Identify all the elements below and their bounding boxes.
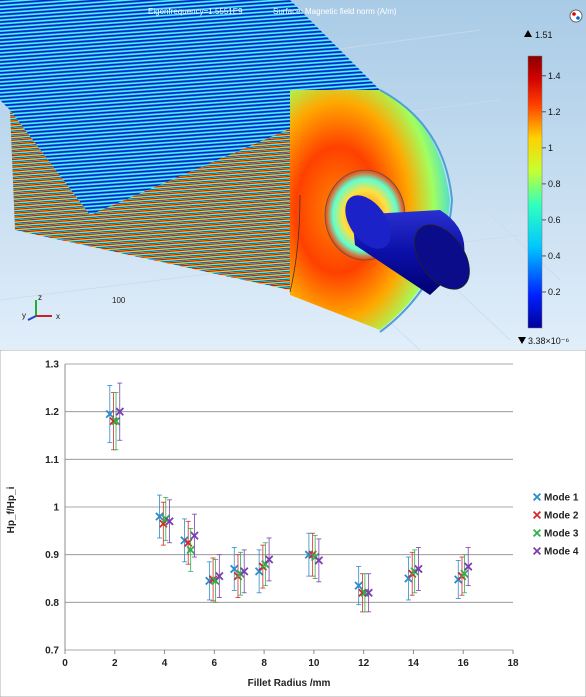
data-point	[180, 536, 189, 545]
data-point	[264, 555, 274, 564]
data-point	[215, 571, 224, 581]
chart-legend: Mode 1 Mode 2 Mode 3 Mode 4	[532, 493, 579, 558]
chart-frame	[0, 350, 586, 697]
x-tick-label: 0	[62, 658, 68, 669]
x-axis-title: Fillet Radius /mm	[248, 678, 331, 689]
y-tick-label: 1.2	[45, 407, 59, 418]
colorbar-max-label: 1.51	[535, 30, 553, 40]
x-tick-label: 16	[458, 658, 470, 669]
legend-label: Mode 3	[544, 529, 579, 540]
data-point	[186, 545, 195, 555]
max-marker-icon	[524, 30, 532, 37]
x-tick-label: 12	[358, 658, 370, 669]
colorbar: 1.51 1.4 1.2 1 0.8 0.6 0.4 0.2 3.38×10⁻⁶	[518, 30, 570, 346]
data-point	[230, 564, 239, 574]
y-axis-title: Hp_f/Hp_i	[6, 486, 17, 533]
data-point	[463, 562, 473, 571]
axis-triad: z x y	[22, 293, 60, 321]
surface-label: Surface: Magnetic field norm (A/m)	[273, 7, 397, 16]
data-point	[364, 588, 373, 598]
legend-label: Mode 2	[544, 511, 579, 522]
colormap-icon[interactable]	[569, 9, 583, 23]
data-point	[354, 581, 363, 590]
y-tick-label: 1.3	[45, 360, 59, 371]
data-point	[161, 514, 171, 524]
field-simulation-render: Eigenfrequency=1.5551E9 Surface: Magneti…	[0, 0, 586, 350]
colorbar-tick-label: 1.4	[548, 71, 561, 81]
colorbar-tick-label: 1.2	[548, 107, 561, 117]
data-point	[111, 416, 121, 426]
colorbar-tick-label: 1	[548, 143, 553, 153]
y-tick-label: 1	[53, 503, 59, 514]
data-point	[236, 569, 245, 578]
triad-x-label: x	[56, 312, 60, 321]
legend-item: Mode 3	[532, 529, 579, 540]
y-tick-label: 0.8	[45, 598, 59, 609]
data-point	[115, 407, 124, 416]
data-point	[105, 409, 115, 419]
data-point	[190, 531, 199, 540]
y-tick-label: 0.9	[45, 550, 59, 561]
triad-z-label: z	[38, 293, 42, 302]
data-point	[239, 567, 249, 576]
x-tick-label: 6	[212, 658, 218, 669]
chart-gridlines	[65, 363, 513, 651]
x-tick-label: 4	[162, 658, 168, 669]
y-tick-label: 0.7	[45, 646, 59, 657]
colorbar-tick-label: 0.4	[548, 251, 561, 261]
legend-label: Mode 1	[544, 493, 579, 504]
x-tick-label: 2	[112, 658, 118, 669]
colorbar-tick-label: 0.2	[548, 287, 561, 297]
min-marker-icon	[518, 337, 526, 344]
colorbar-gradient	[527, 55, 543, 329]
series-mode-4	[115, 382, 473, 613]
chart-axes: 0.7 0.8 0.9 1 1.1 1.2 1.3 0 2 4 6 8 10 12 14 16 18	[45, 360, 519, 670]
colorbar-tick-label: 0.6	[548, 215, 561, 225]
data-point	[410, 567, 419, 576]
chart-series	[105, 382, 473, 613]
data-point	[460, 569, 469, 578]
colorbar-tick-label: 0.8	[548, 179, 561, 189]
cylinder-top-surface	[0, 0, 380, 215]
x-tick-label: 10	[308, 658, 320, 669]
legend-item: Mode 4	[532, 547, 579, 558]
triad-y-label: y	[22, 311, 26, 320]
legend-item: Mode 2	[532, 511, 579, 522]
legend-item: Mode 1	[532, 493, 579, 504]
data-point	[314, 556, 324, 565]
fillet-radius-chart: 0.7 0.8 0.9 1 1.1 1.2 1.3 0 2 4 6 8 10 12 14 16 18 Mode …	[0, 350, 586, 697]
series-mode-1	[105, 385, 463, 606]
x-tick-label: 14	[408, 658, 420, 669]
data-point	[155, 512, 164, 521]
x-tick-label: 8	[261, 658, 267, 669]
colorbar-min-label: 3.38×10⁻⁶	[528, 336, 570, 346]
legend-label: Mode 4	[544, 547, 579, 558]
data-point	[414, 564, 423, 574]
eigenfrequency-label: Eigenfrequency=1.5551E9	[148, 7, 243, 16]
y-tick-label: 1.1	[45, 455, 59, 466]
data-point	[165, 517, 174, 526]
scale-label: 100	[112, 296, 126, 305]
x-tick-label: 18	[507, 658, 519, 669]
